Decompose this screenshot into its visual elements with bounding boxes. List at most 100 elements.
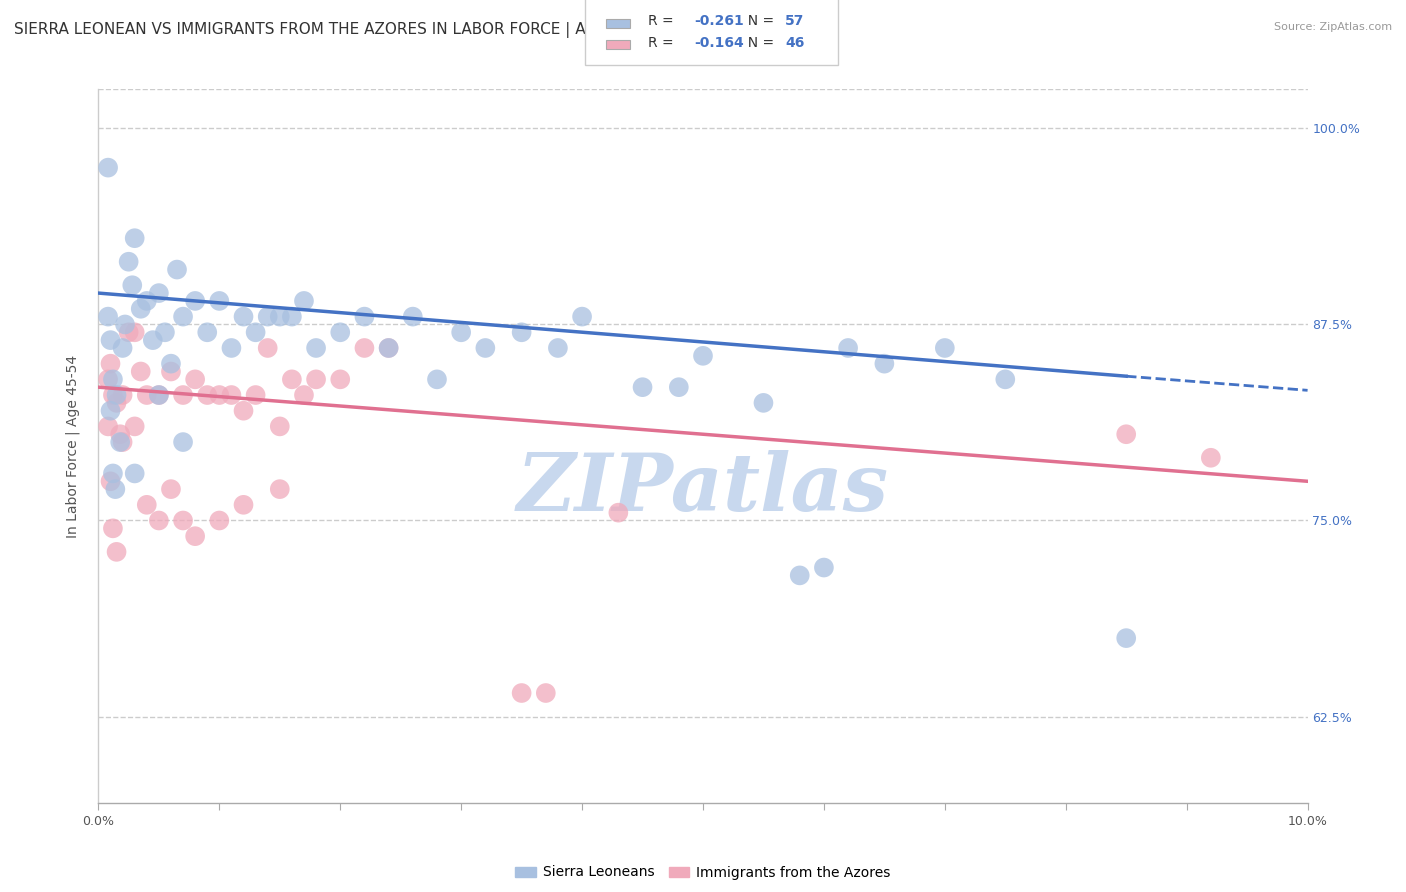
Point — [245, 388, 267, 402]
Point — [97, 372, 120, 386]
Point — [111, 388, 134, 402]
Point — [148, 514, 170, 528]
Point — [232, 403, 254, 417]
Point — [172, 514, 194, 528]
Text: N =: N = — [740, 37, 779, 50]
Point — [837, 341, 859, 355]
Point — [813, 560, 835, 574]
Point — [994, 372, 1017, 386]
Point — [148, 388, 170, 402]
Point — [124, 419, 146, 434]
Text: R =: R = — [648, 37, 678, 50]
Text: R =: R = — [648, 14, 678, 29]
Point — [873, 357, 896, 371]
Point — [160, 482, 183, 496]
Point — [510, 686, 533, 700]
Point — [121, 278, 143, 293]
Point — [208, 388, 231, 402]
Point — [245, 326, 267, 340]
Point — [292, 388, 315, 402]
Point — [111, 435, 134, 450]
Point — [269, 482, 291, 496]
Text: -0.261: -0.261 — [695, 14, 744, 29]
Point — [105, 388, 128, 402]
Point — [129, 301, 152, 316]
Point — [256, 310, 278, 324]
Point — [124, 231, 146, 245]
Point — [124, 326, 146, 340]
Point — [104, 482, 127, 496]
Text: -0.164: -0.164 — [695, 37, 744, 50]
Point — [1199, 450, 1222, 465]
Point — [221, 388, 243, 402]
Point — [101, 467, 124, 481]
Point — [114, 318, 136, 332]
Text: Source: ZipAtlas.com: Source: ZipAtlas.com — [1274, 22, 1392, 32]
Y-axis label: In Labor Force | Age 45-54: In Labor Force | Age 45-54 — [65, 354, 80, 538]
Point — [105, 396, 128, 410]
Point — [668, 380, 690, 394]
Point — [160, 357, 183, 371]
Legend: Sierra Leoneans, Immigrants from the Azores: Sierra Leoneans, Immigrants from the Azo… — [510, 860, 896, 885]
Point — [934, 341, 956, 355]
Point — [148, 286, 170, 301]
Point — [607, 506, 630, 520]
Point — [195, 388, 218, 402]
Point — [474, 341, 496, 355]
Point — [100, 403, 122, 417]
Point — [281, 310, 304, 324]
Point — [450, 326, 472, 340]
Point — [160, 364, 183, 378]
Point — [329, 326, 352, 340]
Point — [97, 310, 120, 324]
Point — [269, 419, 291, 434]
Point — [305, 341, 328, 355]
Point — [135, 293, 157, 308]
Text: N =: N = — [740, 14, 779, 29]
Text: 46: 46 — [786, 37, 804, 50]
Point — [377, 341, 399, 355]
Point — [1115, 631, 1137, 645]
Point — [221, 341, 243, 355]
Point — [305, 372, 328, 386]
Point — [208, 293, 231, 308]
Point — [789, 568, 811, 582]
Point — [100, 357, 122, 371]
Point — [402, 310, 425, 324]
Point — [172, 435, 194, 450]
Point — [184, 293, 207, 308]
Point — [184, 372, 207, 386]
Point — [534, 686, 557, 700]
Point — [129, 364, 152, 378]
Point — [118, 326, 141, 340]
Point — [135, 498, 157, 512]
Point — [100, 333, 122, 347]
Point — [232, 310, 254, 324]
Point — [426, 372, 449, 386]
Point — [101, 388, 124, 402]
Point — [153, 326, 176, 340]
Point — [135, 388, 157, 402]
Point — [101, 372, 124, 386]
Text: ZIPatlas: ZIPatlas — [517, 450, 889, 527]
Point — [353, 310, 375, 324]
Point — [148, 388, 170, 402]
Point — [166, 262, 188, 277]
Text: SIERRA LEONEAN VS IMMIGRANTS FROM THE AZORES IN LABOR FORCE | AGE 45-54 CORRELAT: SIERRA LEONEAN VS IMMIGRANTS FROM THE AZ… — [14, 22, 825, 38]
Point — [184, 529, 207, 543]
Point — [752, 396, 775, 410]
Point — [142, 333, 165, 347]
Point — [105, 545, 128, 559]
Point — [118, 254, 141, 268]
Text: 57: 57 — [786, 14, 804, 29]
Point — [108, 435, 131, 450]
Point — [195, 326, 218, 340]
Point — [353, 341, 375, 355]
Point — [329, 372, 352, 386]
Point — [97, 419, 120, 434]
Point — [269, 310, 291, 324]
Point — [111, 341, 134, 355]
Point — [377, 341, 399, 355]
Point — [547, 341, 569, 355]
Point — [631, 380, 654, 394]
